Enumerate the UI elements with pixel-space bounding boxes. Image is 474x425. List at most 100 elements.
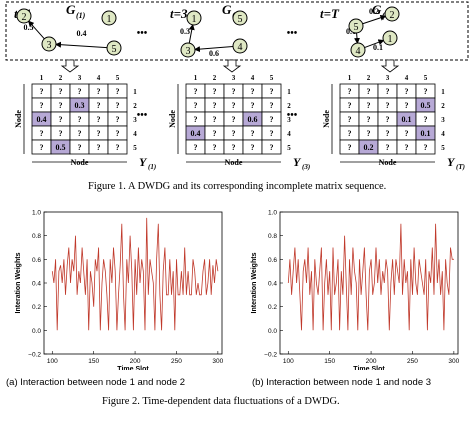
graphs-frame: [5, 1, 469, 61]
edge-arrow: [54, 41, 108, 49]
graph-node-label: 1: [388, 34, 393, 45]
matrix-cell: [261, 139, 282, 155]
matrix-cell-value: ?: [251, 87, 255, 96]
matrix-cell-value: ?: [116, 115, 120, 124]
y-axis-label: Interation Weights: [15, 252, 22, 313]
matrix-cell-value: ?: [59, 87, 63, 96]
g-label: G: [66, 2, 76, 17]
y-tick-label: −0.2: [264, 352, 277, 359]
matrix-cell-value: ?: [59, 115, 63, 124]
matrix-y-label: Y: [447, 155, 456, 169]
matrix-cell-value: ?: [386, 129, 390, 138]
down-arrow-icon: [380, 59, 400, 73]
down-arrow-icon: [60, 59, 80, 73]
col-label: 3: [78, 74, 82, 82]
col-axis-label: Node: [379, 158, 397, 167]
col-label: 1: [348, 74, 352, 82]
graph-node-label: 2: [22, 12, 27, 23]
graph-node-label: 1: [107, 14, 112, 25]
edge-arrow: [362, 14, 387, 25]
row-label: 2: [133, 102, 137, 110]
row-label: 2: [287, 102, 291, 110]
graph-node-label: 2: [390, 10, 395, 21]
row-label: 1: [133, 88, 137, 96]
matrix-cell: [415, 139, 436, 155]
matrix-y-label: Y: [139, 155, 148, 169]
matrix-cell-value: 0.4: [37, 115, 47, 124]
matrix-cell-value: ?: [78, 143, 82, 152]
x-tick-label: 300: [448, 358, 459, 365]
plot-area: [43, 211, 223, 355]
row-label: 5: [133, 144, 137, 152]
y-tick-label: 0.6: [268, 257, 277, 264]
matrix-cell-value: ?: [386, 101, 390, 110]
col-axis-label: Node: [225, 158, 243, 167]
col-label: 4: [405, 74, 409, 82]
matrix-cell-value: 0.1: [402, 115, 412, 124]
matrix-y-sub: (1): [148, 163, 156, 171]
series-line: [287, 223, 454, 331]
graph-node: [384, 6, 400, 22]
x-tick-label: 150: [324, 358, 335, 365]
x-tick-label: 200: [366, 358, 377, 365]
figure-1: t=1G(1)0.50.41235t=3G(3)0.30.61534t=TG(T…: [0, 0, 474, 200]
row-label: 3: [441, 116, 445, 124]
x-tick-label: 150: [88, 358, 99, 365]
matrix-cell-value: ?: [348, 101, 352, 110]
ellipsis: •••: [137, 110, 148, 121]
col-label: 4: [97, 74, 101, 82]
y-tick-label: 1.0: [32, 210, 41, 217]
x-axis-label: Time Slot: [353, 366, 385, 370]
t-label: t=3: [170, 6, 188, 21]
row-label: 2: [441, 102, 445, 110]
matrix-cell-value: ?: [194, 115, 198, 124]
matrix-cell-value: ?: [213, 143, 217, 152]
matrix-cell-value: ?: [59, 129, 63, 138]
graph-node: [186, 10, 202, 26]
ellipsis: •••: [287, 110, 298, 121]
matrix-cell-value: ?: [232, 87, 236, 96]
ellipsis: •••: [287, 28, 298, 39]
x-tick-label: 200: [130, 358, 141, 365]
matrix-y-sub: (3): [302, 163, 310, 171]
matrix-cell-value: ?: [270, 87, 274, 96]
matrix-cell-value: ?: [78, 87, 82, 96]
matrix-cell-value: ?: [348, 129, 352, 138]
row-label: 5: [287, 144, 291, 152]
edge-arrow: [188, 23, 195, 44]
y-tick-label: 0.4: [32, 281, 41, 288]
line-chart-b: −0.2 0.0 0.2 0.4 0.6 0.8 1.0 100 150 200 250 300 Tim…: [251, 210, 460, 371]
y-axis-label: Interation Weights: [251, 252, 258, 313]
matrix-cell-value: ?: [405, 129, 409, 138]
matrix-cell-value: ?: [251, 101, 255, 110]
matrix-cell-value: ?: [424, 143, 428, 152]
matrix-cell-value: ?: [59, 101, 63, 110]
matrix-cell-value: ?: [213, 115, 217, 124]
x-axis-label: Time Slot: [117, 366, 149, 370]
matrix-cell-value: ?: [367, 115, 371, 124]
col-axis-label: Node: [71, 158, 89, 167]
y-tick-label: 1.0: [268, 210, 277, 217]
matrix-cell-value: ?: [270, 115, 274, 124]
graph-node-label: 5: [354, 22, 359, 33]
g-sub: (1): [76, 11, 86, 20]
matrix-cell-value: ?: [367, 87, 371, 96]
graph-node-label: 3: [47, 40, 52, 51]
col-label: 3: [232, 74, 236, 82]
row-label: 4: [133, 130, 137, 138]
matrix-cell-value: ?: [251, 129, 255, 138]
row-axis-label: Node: [14, 110, 23, 128]
x-tick-label: 100: [283, 358, 294, 365]
matrix-cell-value: ?: [251, 143, 255, 152]
graph-node: [382, 30, 398, 46]
figure-2-charts: −0.2 0.0 0.2 0.4 0.6 0.8 1.0 100 150 200 250 300 Tim…: [15, 210, 460, 371]
matrix-cell: [107, 139, 128, 155]
matrix-cell-value: ?: [97, 87, 101, 96]
matrix-cell-value: ?: [194, 143, 198, 152]
ellipsis: •••: [137, 28, 148, 39]
y-tick-label: 0.8: [268, 233, 277, 240]
edge-arrow: [193, 46, 234, 53]
edge-arrow: [354, 32, 360, 45]
matrix-cell-value: ?: [116, 143, 120, 152]
